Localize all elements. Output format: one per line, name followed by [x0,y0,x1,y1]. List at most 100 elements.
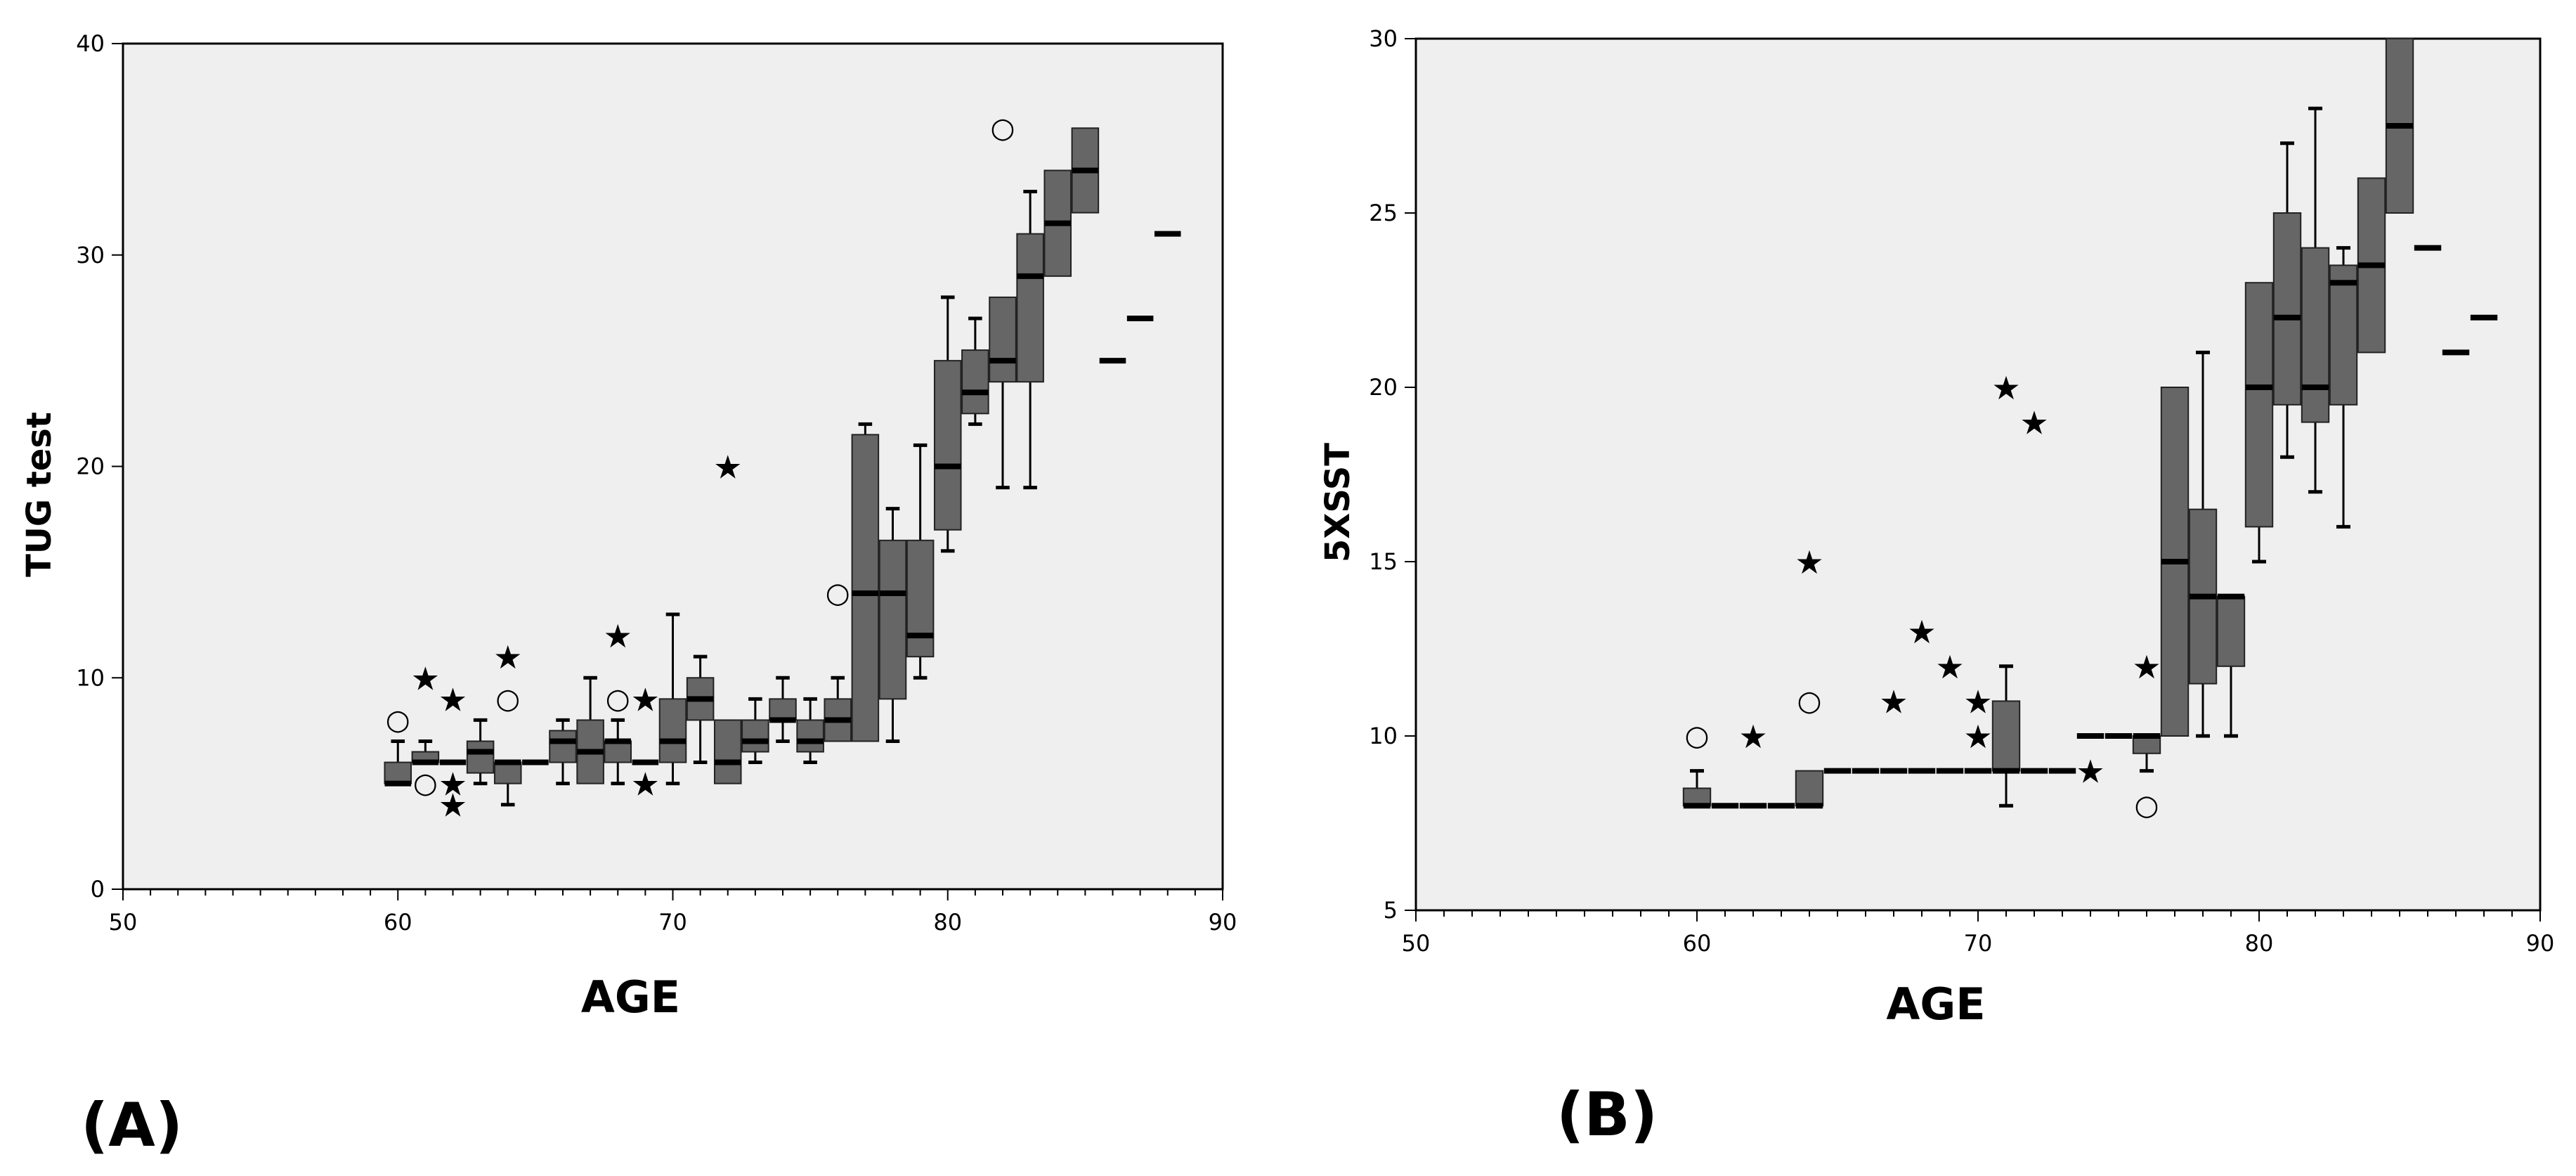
panel-a-label: (A) [81,1090,183,1161]
box-age-79 [2216,593,2246,738]
box-age-77 [851,422,880,742]
y-tick-label: 30 [1369,25,1398,52]
box-iqr [961,349,989,415]
box-age-76 [824,676,852,742]
box-age-83 [2329,246,2358,529]
extreme-outlier-star: ★ [2132,648,2161,686]
x-tick-label: 50 [1402,930,1431,957]
extreme-outlier-star: ★ [1963,683,1992,721]
extreme-outlier-star: ★ [1991,369,2020,407]
y-axis-title: 5XSST [1318,443,1358,562]
box-iqr [741,719,769,753]
box-age-70 [658,612,687,786]
panel-b-label: (B) [1556,1080,1658,1150]
box-age-74 [769,676,797,743]
box-age-78 [878,507,907,743]
box-iqr [769,698,797,721]
outlier-circle: ○ [386,704,410,736]
y-axis-title: TUG test [20,412,59,577]
box-iqr [2329,264,2358,406]
box-iqr [493,761,522,784]
box-age-85 [1071,127,1100,214]
box-age-80 [933,295,962,553]
y-tick-label: 0 [91,876,105,903]
y-tick-label: 20 [76,453,105,480]
y-tick-label: 10 [1369,723,1398,749]
box-iqr [2272,212,2302,406]
box-age-84 [2357,177,2386,354]
box-iqr [1016,233,1044,383]
box-iqr [713,719,742,784]
box-age-64 [493,759,522,807]
box-iqr [933,360,962,531]
x-tick-label: 70 [658,909,687,936]
outlier-circle: ○ [826,577,850,609]
extreme-outlier-star: ★ [631,680,660,718]
x-axis-title: AGE [1886,978,1985,1030]
outlier-circle: ○ [495,683,520,715]
extreme-outlier-star: ★ [631,765,660,803]
box-iqr [2301,247,2330,423]
box-age-72 [713,719,742,784]
box-age-80 [2244,282,2274,564]
box-age-63 [466,718,495,786]
x-tick-label: 70 [1964,930,1993,957]
box-age-60 [1682,769,1712,809]
box-iqr [2216,595,2246,667]
outlier-circle: ○ [991,112,1015,144]
x-tick-label: 90 [1209,909,1237,936]
extreme-outlier-star: ★ [1963,718,1992,756]
extreme-outlier-star: ★ [2076,753,2105,791]
box-age-82 [989,296,1017,490]
box-age-83 [1016,190,1044,490]
x-tick-label: 80 [933,909,962,936]
outlier-circle: ○ [413,768,438,800]
box-iqr [1991,700,2021,772]
extreme-outlier-star: ★ [604,617,632,655]
box-iqr [796,719,824,753]
x-tick-label: 60 [1683,930,1712,957]
box-iqr [989,296,1017,383]
box-age-73 [741,697,769,765]
box-age-67 [576,676,604,784]
box-iqr [2244,282,2274,528]
box-iqr [466,740,495,774]
box-age-75 [796,697,824,765]
outlier-circle: ○ [1685,720,1710,752]
extreme-outlier-star: ★ [438,680,467,718]
box-iqr [851,434,880,742]
box-iqr [878,539,907,700]
outlier-circle: ○ [606,683,630,715]
extreme-outlier-star: ★ [1935,648,1964,686]
box-iqr [2132,735,2161,754]
box-age-60 [384,739,412,787]
box-age-77 [2160,387,2190,737]
extreme-outlier-star: ★ [713,448,742,486]
box-age-81 [2272,141,2302,459]
y-tick-label: 25 [1369,200,1398,226]
box-age-76 [2132,733,2161,773]
extreme-outlier-star: ★ [1795,543,1823,581]
outlier-circle: ○ [1797,685,1822,717]
x-tick-label: 60 [384,909,412,936]
box-age-66 [549,718,577,786]
x-axis-title: AGE [581,971,680,1023]
box-iqr [604,740,632,763]
x-tick-label: 90 [2526,930,2555,957]
box-age-82 [2301,106,2330,494]
y-tick-label: 10 [76,664,105,691]
y-tick-label: 20 [1369,374,1398,401]
x-tick-label: 50 [109,909,138,936]
box-iqr [549,730,577,763]
extreme-outlier-star: ★ [438,765,467,803]
y-tick-label: 30 [76,242,105,269]
extreme-outlier-star: ★ [1907,613,1936,651]
box-iqr [384,761,412,784]
box-iqr [658,698,687,763]
box-age-84 [1043,169,1072,277]
extreme-outlier-star: ★ [1738,718,1767,756]
y-tick-label: 15 [1369,548,1398,575]
box-age-78 [2188,350,2218,738]
